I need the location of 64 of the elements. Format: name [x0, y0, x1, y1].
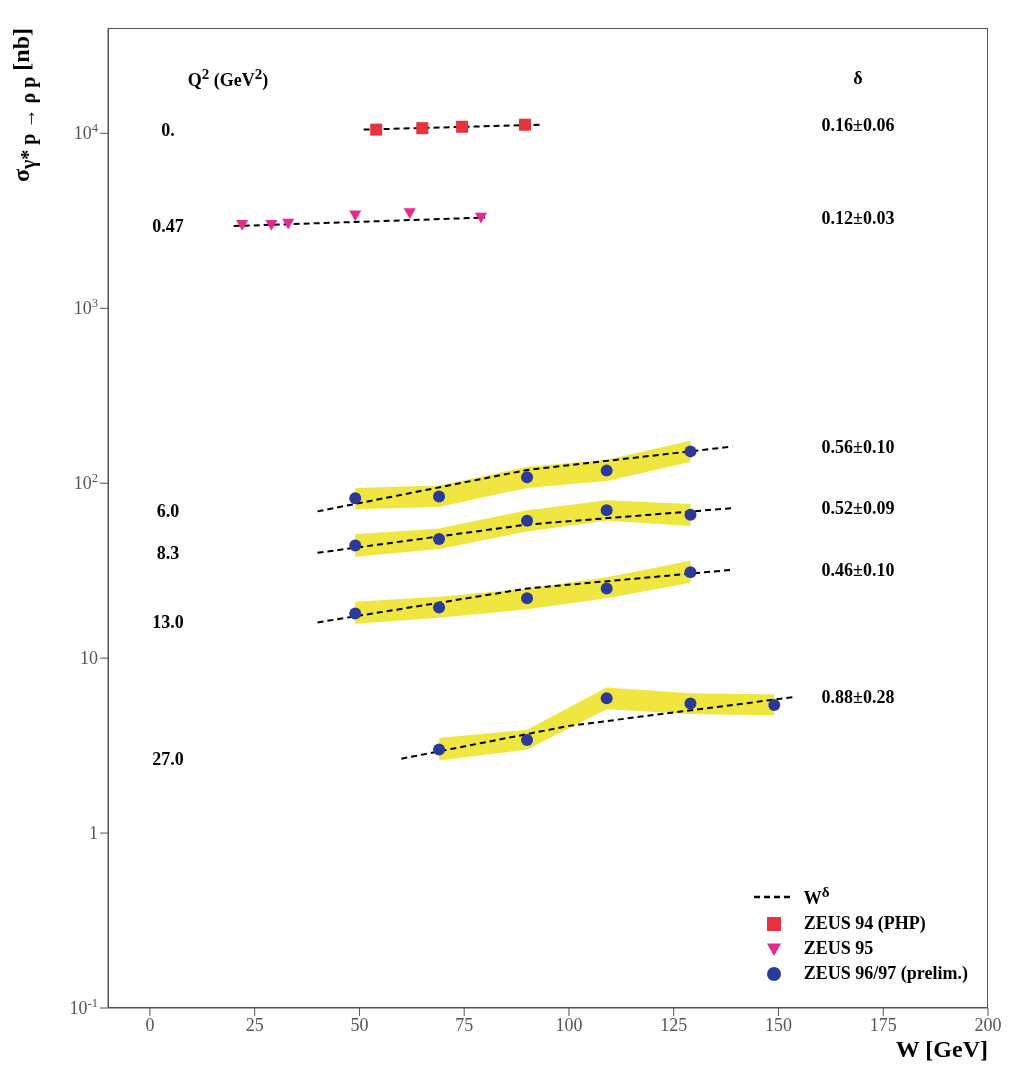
annotation: 13.0: [152, 611, 184, 633]
y-tick-label: 10$^{2}$: [73, 471, 98, 494]
annotation: 27.0: [152, 748, 184, 770]
point: [349, 539, 362, 552]
point: [684, 566, 697, 579]
point: [236, 219, 249, 231]
point: [521, 592, 534, 605]
y-tick-label: 10$^{3}$: [73, 296, 98, 319]
y-tick-label: 10$^{4}$: [73, 121, 99, 144]
annotation: 0.52±0.09: [821, 497, 895, 519]
x-tick-label: 75: [455, 1014, 474, 1035]
point: [684, 508, 697, 521]
point: [521, 471, 534, 484]
point: [349, 210, 362, 222]
point: [600, 464, 613, 477]
annotation: 0.56±0.10: [821, 436, 895, 458]
point: [474, 212, 487, 224]
x-tick-label: 50: [350, 1014, 369, 1035]
annotation: δ: [853, 67, 863, 89]
legend-label: ZEUS 96/97 (prelim.): [803, 963, 968, 984]
point: [349, 607, 362, 620]
point: [521, 734, 534, 747]
annotation: 0.: [161, 119, 175, 141]
x-axis-title: W [GeV]: [895, 1036, 988, 1063]
annotation: 0.16±0.06: [821, 114, 895, 136]
point: [684, 445, 697, 458]
x-tick-label: 25: [245, 1014, 264, 1035]
annotation: 0.12±0.03: [821, 207, 895, 229]
x-tick-label: 100: [555, 1014, 583, 1035]
y-tick-label: 1: [89, 823, 98, 844]
point: [433, 743, 446, 756]
annotation: 0.47: [152, 215, 184, 237]
point: [433, 490, 446, 503]
point: [265, 219, 278, 231]
y-tick-label: 10: [80, 648, 98, 669]
point: [768, 698, 781, 711]
point: [433, 601, 446, 614]
point: [600, 504, 613, 517]
x-tick-label: 150: [764, 1014, 792, 1035]
point: [433, 532, 446, 545]
point: [282, 218, 295, 230]
annotation: 0.88±0.28: [821, 686, 895, 708]
point: [600, 692, 613, 705]
point: [521, 514, 534, 527]
x-tick-label: 200: [974, 1014, 1002, 1035]
x-tick-label: 125: [660, 1014, 688, 1035]
legend-label: ZEUS 95: [803, 938, 874, 959]
x-tick-label: 0: [145, 1014, 155, 1035]
point: [518, 118, 531, 131]
x-tick-label: 175: [869, 1014, 897, 1035]
point: [370, 123, 383, 136]
point: [684, 697, 697, 710]
point: [456, 120, 469, 133]
point: [403, 208, 416, 220]
point: [349, 492, 362, 505]
annotation: Q$^{2}$ (GeV$^{2}$): [187, 65, 269, 91]
annotation: 6.0: [156, 500, 180, 522]
point: [416, 122, 429, 135]
legend-label: ZEUS 94 (PHP): [803, 913, 926, 934]
annotation: 0.46±0.10: [821, 559, 895, 581]
annotation: 8.3: [156, 542, 180, 564]
y-tick-label: 10$^{-1}$: [69, 996, 98, 1018]
point: [600, 582, 613, 595]
legend-label: W$^{δ}$: [803, 884, 830, 909]
